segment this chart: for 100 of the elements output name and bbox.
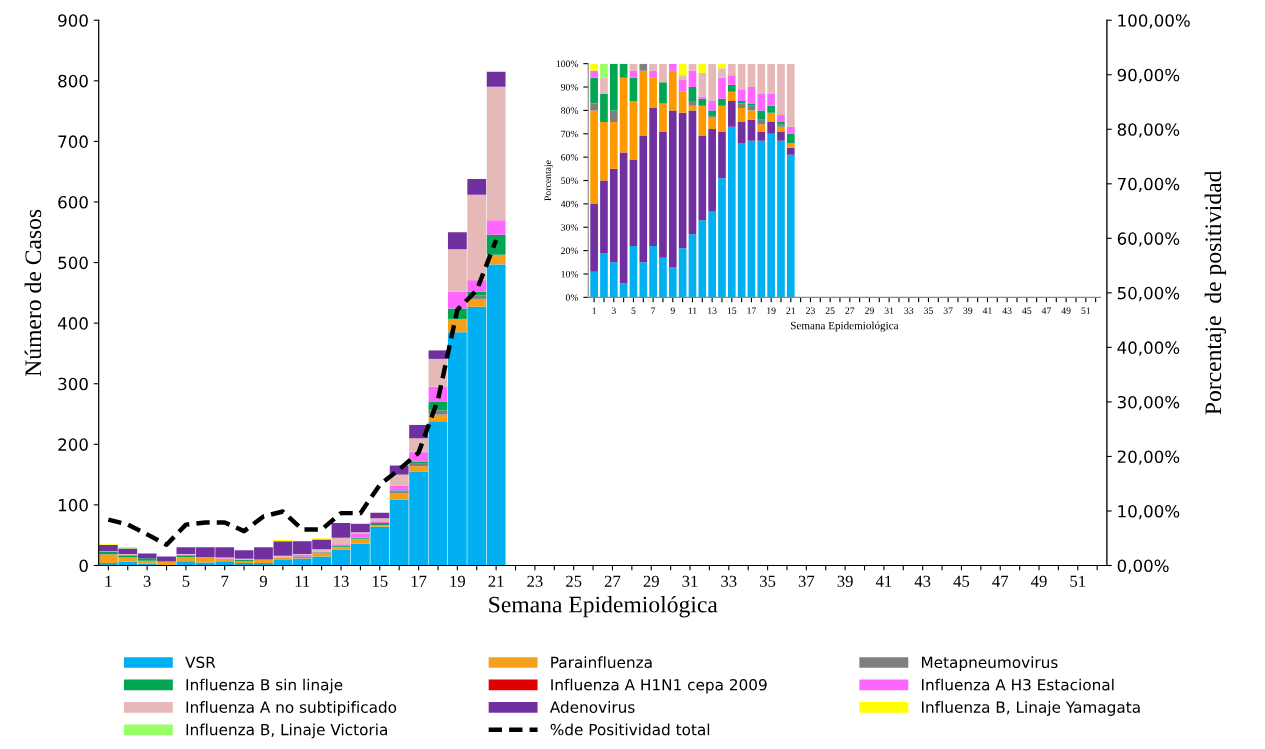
x-tick-label: 19 [450,575,466,587]
y-tick-label: 60% [561,154,579,161]
x-tick-label: 31 [682,575,698,587]
legend-label: Adenovirus [549,701,635,713]
x-tick-label: 51 [1070,575,1086,587]
y2-tick-label: 10,00% [1118,504,1180,520]
legend-label: Influenza A no subtipificado [186,701,397,716]
y2-tick-label: 100,00% [1118,14,1190,29]
x-tick-label: 35 [924,307,933,314]
legend-label: Parainfluenza [551,656,652,669]
x-tick-label: 27 [604,575,621,587]
x-tick-label: 5 [182,575,190,587]
x-tick-label: 25 [566,575,582,587]
x-tick-label: 15 [372,575,388,587]
y-tick-label: 40% [560,200,579,208]
x-tick-label: 45 [1022,307,1032,314]
x-tick-label: 33 [904,307,914,314]
x-tick-label: 35 [760,575,776,587]
x-tick-label: 23 [527,575,543,587]
x-tick-label: 45 [953,575,970,587]
y2-axis-title: Porcentaje de positividad [1204,170,1227,415]
legend-label: Metapneumovirus [922,656,1058,672]
x-tick-label: 15 [727,307,737,314]
y-tick-label: 0% [565,294,579,301]
y-axis-title: Porcentaje [544,160,554,201]
x-tick-label: 17 [411,575,427,587]
x-tick-label: 49 [1031,575,1047,587]
y2-tick-label: 90,00% [1117,68,1180,84]
x-tick-label: 21 [488,575,504,587]
y2-tick-label: 70,00% [1117,177,1180,193]
x-tick-label: 21 [786,307,796,314]
x-tick-label: 27 [845,307,855,314]
x-tick-label: 39 [963,307,973,314]
y-tick-label: 400 [57,317,88,330]
x-tick-label: 25 [825,307,835,314]
x-tick-label: 37 [943,307,953,314]
y2-tick-label: 0,00% [1117,559,1169,574]
y-tick-label: 30% [561,224,579,231]
y-tick-label: 20% [561,247,579,255]
x-tick-label: 29 [865,307,874,314]
legend-label: Influenza B, Linaje Yamagata [922,701,1140,716]
x-axis-title: Semana Epidemiológica [790,321,899,332]
x-tick-label: 41 [982,307,992,314]
x-tick-label: 13 [708,307,717,314]
x-tick-label: 13 [334,575,349,587]
legend-label: Influenza B sin linaje [186,678,343,694]
legend-label: Influenza A H3 Estacional [922,678,1114,691]
y-tick-label: 600 [58,195,88,209]
x-tick-label: 43 [1002,307,1012,314]
y-tick-label: 10% [561,270,579,278]
legend-label: VSR [185,656,216,669]
x-tick-label: 11 [295,575,310,587]
x-tick-label: 9 [259,575,267,587]
y-tick-label: 700 [58,135,88,148]
x-tick-label: 9 [670,307,675,314]
x-tick-label: 51 [1081,307,1091,314]
y-tick-label: 100% [556,60,579,68]
x-tick-label: 33 [721,575,737,587]
x-axis-title: Semana Epidemiológica [489,595,718,618]
x-tick-label: 1 [105,575,112,587]
y2-tick-label: 20,00% [1117,450,1180,465]
y2-tick-label: 30,00% [1117,395,1180,411]
x-tick-label: 19 [767,307,776,314]
x-tick-label: 11 [688,307,697,314]
y2-tick-label: 50,00% [1117,286,1180,302]
y-axis-title: Número de Casos [24,209,42,377]
x-tick-label: 7 [221,575,229,587]
y-tick-label: 300 [58,377,88,391]
x-tick-label: 43 [914,575,931,587]
y-tick-label: 900 [58,14,88,27]
x-tick-label: 37 [798,575,815,587]
legend-label: %de Positividad total [550,723,710,736]
x-tick-label: 39 [837,575,853,587]
y-tick-label: 0 [79,559,88,573]
x-tick-label: 23 [806,307,815,314]
x-tick-label: 49 [1061,307,1071,314]
y-tick-label: 50% [561,177,579,185]
y-tick-label: 100 [58,498,88,512]
y-tick-label: 500 [58,256,88,270]
x-tick-label: 3 [611,307,616,314]
x-tick-label: 29 [643,575,659,587]
x-tick-label: 41 [875,575,892,587]
x-tick-label: 31 [884,307,894,314]
y-tick-label: 70% [561,130,579,138]
x-tick-label: 3 [143,575,151,587]
legend-label: Influenza B, Linaje Victoria [186,723,387,739]
y-tick-label: 800 [58,74,88,88]
y-tick-label: 90% [561,83,579,91]
y2-tick-label: 40,00% [1117,341,1180,356]
y2-tick-label: 80,00% [1117,123,1180,138]
x-tick-label: 47 [992,575,1009,587]
y2-tick-label: 60,00% [1117,232,1180,247]
x-tick-label: 1 [592,307,596,314]
y-tick-label: 200 [58,438,88,451]
x-tick-label: 5 [631,307,636,314]
y-tick-label: 80% [561,107,579,114]
x-tick-label: 7 [651,307,656,314]
x-tick-label: 17 [747,307,757,314]
legend-label: Influenza A H1N1 cepa 2009 [551,678,767,694]
x-tick-label: 47 [1041,307,1052,314]
